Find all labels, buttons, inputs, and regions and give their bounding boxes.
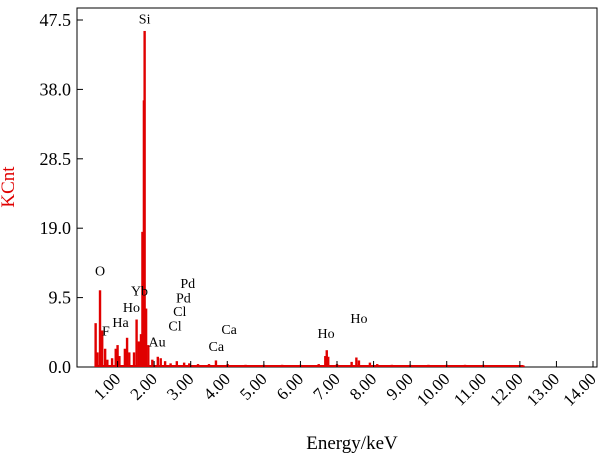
peak-label: Yb <box>131 284 148 299</box>
spectrum-bar <box>99 290 101 367</box>
peak-label: Ca <box>209 340 225 355</box>
y-tick-label: 47.5 <box>40 10 72 30</box>
x-axis: 1.00 2.00 3.00 4.00 5.00 6.00 7.00 8.00 9.0010.0… <box>90 361 600 410</box>
y-tick-label: 19.0 <box>40 218 72 238</box>
y-tick-label: 28.5 <box>40 149 72 169</box>
x-tick-label: 10.00 <box>413 369 453 409</box>
spectrum-bar <box>145 309 147 367</box>
x-tick-label: 1.00 <box>90 369 124 403</box>
spectrum-bar <box>128 352 130 367</box>
peak-label: Cl <box>168 319 181 334</box>
spectrum-bar <box>96 352 98 367</box>
spectrum-bars <box>94 31 524 367</box>
peak-label: Au <box>149 336 166 351</box>
peak-label: Ha <box>112 316 129 331</box>
x-tick-label: 3.00 <box>163 369 197 403</box>
x-tick-label: 8.00 <box>346 369 380 403</box>
y-tick-label: 9.5 <box>49 288 72 308</box>
peak-label: Ho <box>317 327 334 342</box>
spectrum-bar <box>135 320 137 367</box>
y-tick-label: 38.0 <box>40 79 72 99</box>
eds-spectrum-chart: 0.0 9.5 19.0 28.5 38.0 47.5 1.00 2.00 3.00 4.00 5… <box>0 0 600 455</box>
peak-label: Si <box>139 13 151 28</box>
x-tick-label: 14.00 <box>559 369 599 409</box>
spectrum-bar <box>104 349 106 367</box>
peak-label: Cl <box>173 305 186 320</box>
peak-label: Pd <box>180 277 195 292</box>
y-axis: 0.0 9.5 19.0 28.5 38.0 47.5 <box>40 10 84 377</box>
spectrum-bar <box>138 341 140 367</box>
x-tick-label: 11.00 <box>450 369 490 409</box>
peak-label: Ho <box>123 301 140 316</box>
x-tick-label: 9.00 <box>382 369 416 403</box>
y-tick-label: 0.0 <box>49 357 72 377</box>
spectrum-bar <box>133 352 135 367</box>
peak-label: F <box>102 325 110 340</box>
x-tick-label: 5.00 <box>236 369 270 403</box>
plot-frame <box>77 8 597 367</box>
peak-label: Ho <box>350 312 367 327</box>
x-tick-label: 13.00 <box>523 369 563 409</box>
x-tick-label: 6.00 <box>273 369 307 403</box>
x-tick-label: 2.00 <box>126 369 160 403</box>
x-tick-label: 4.00 <box>200 369 234 403</box>
y-axis-title: KCnt <box>0 166 19 208</box>
x-axis-title: Energy/keV <box>306 433 398 454</box>
peak-label: O <box>95 265 105 280</box>
x-tick-label: 7.00 <box>309 369 343 403</box>
spectrum-bar <box>124 349 126 367</box>
peak-label: Ca <box>221 323 237 338</box>
x-tick-label: 12.00 <box>486 369 526 409</box>
spectrum-bar <box>126 338 128 367</box>
